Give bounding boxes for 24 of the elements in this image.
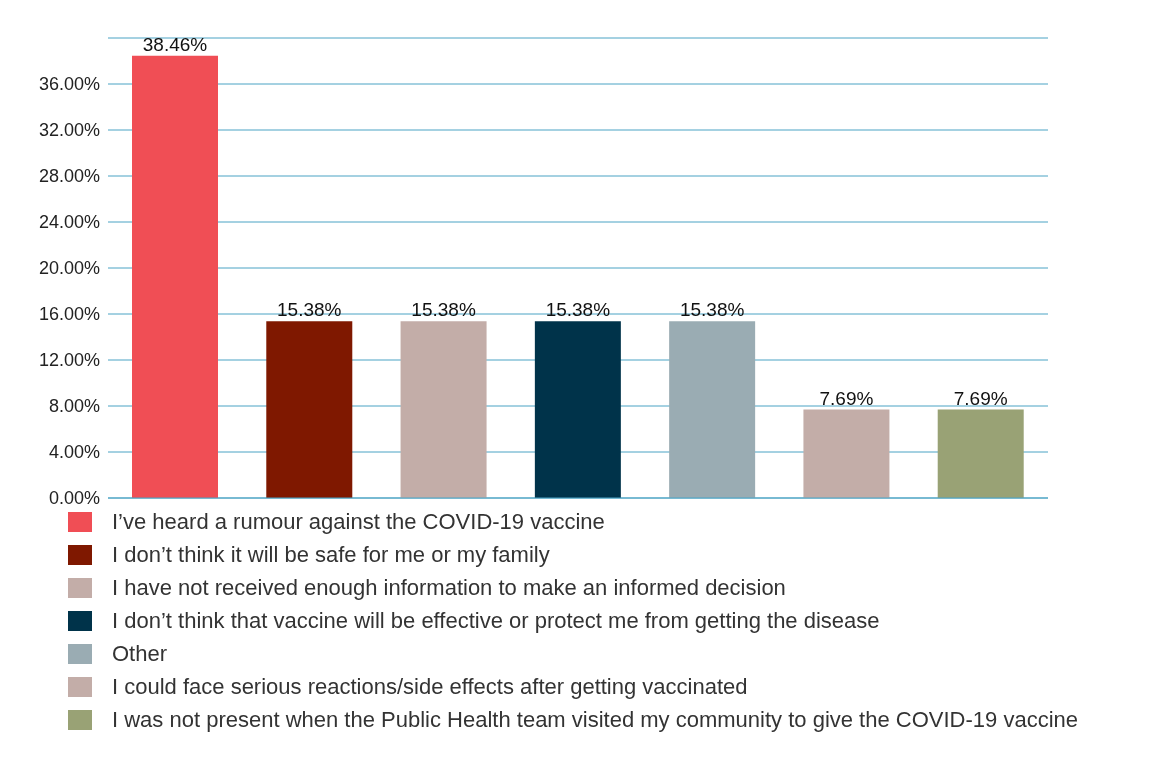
y-tick-label: 28.00% — [38, 166, 100, 187]
legend-label: I don’t think it will be safe for me or my family — [112, 541, 550, 568]
data-label: 38.46% — [142, 33, 208, 55]
y-tick-label: 32.00% — [38, 120, 100, 141]
y-tick-label: 36.00% — [38, 74, 100, 95]
y-tick-label: 12.00% — [38, 350, 100, 371]
data-label: 7.69% — [953, 387, 1008, 409]
data-label: 15.38% — [411, 299, 476, 321]
legend-label: Other — [112, 640, 168, 667]
y-tick-label: 4.00% — [48, 442, 100, 463]
legend-label: I don’t think that vaccine will be effective or protect me from getting the disease — [112, 607, 880, 634]
data-label: 15.38% — [679, 299, 745, 321]
y-tick-label: 24.00% — [38, 212, 100, 233]
y-tick-label: 0.00% — [48, 488, 100, 509]
legend-label: I was not present when the Public Health team visited my community to give the COVID-19 vaccine — [112, 706, 1078, 733]
legend-label: I could face serious reactions/side effects after getting vaccinated — [112, 673, 748, 700]
y-tick-label: 16.00% — [38, 304, 100, 325]
y-tick-label: 8.00% — [48, 396, 100, 417]
data-label: 15.38% — [545, 299, 611, 321]
y-tick-label: 20.00% — [38, 258, 100, 279]
legend-label: I have not received enough information to make an informed decision — [112, 574, 786, 601]
legend-label: I’ve heard a rumour against the COVID-19 vaccine — [112, 508, 605, 535]
data-label: 7.69% — [819, 387, 874, 409]
data-label: 15.38% — [277, 299, 342, 321]
